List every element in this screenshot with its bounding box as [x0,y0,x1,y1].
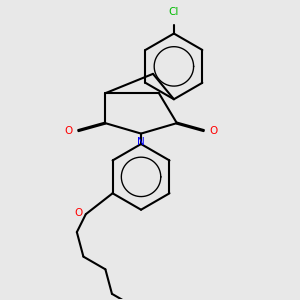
Text: O: O [75,208,83,218]
Text: Cl: Cl [169,7,179,17]
Text: N: N [137,136,145,147]
Text: O: O [64,126,72,136]
Text: O: O [210,126,218,136]
